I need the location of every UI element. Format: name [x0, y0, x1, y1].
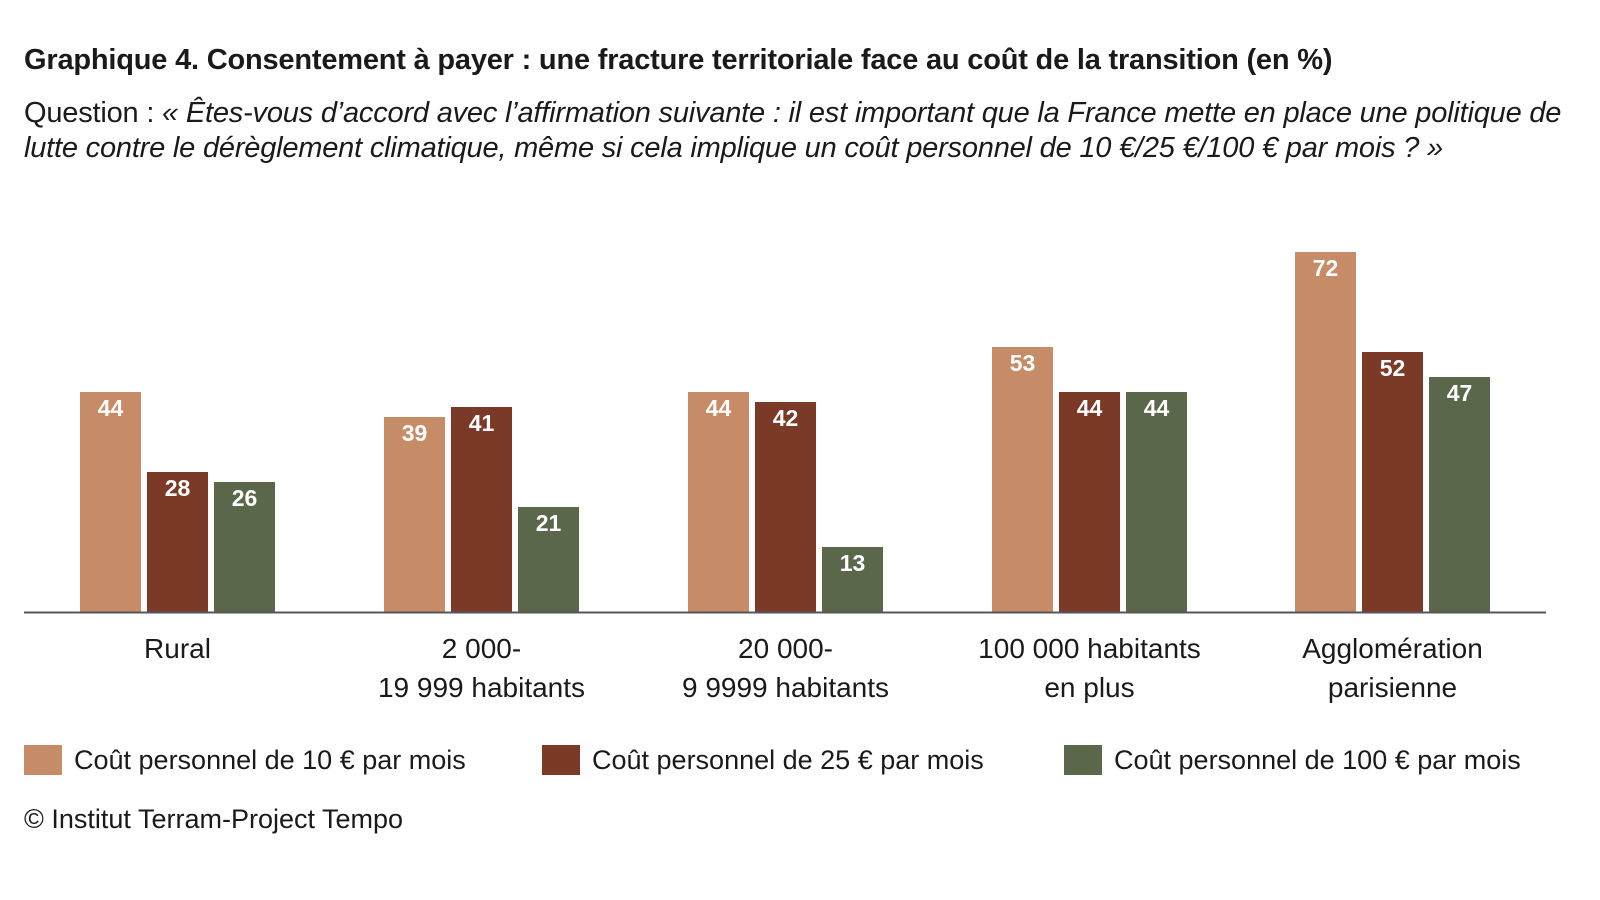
data-label-1-series-1: 44 — [98, 395, 124, 421]
category-label-4-line-2: en plus — [1044, 672, 1134, 703]
legend-swatch-2 — [542, 745, 580, 775]
data-label-3-series-1: 44 — [706, 395, 732, 421]
data-label-5-series-2: 52 — [1380, 355, 1406, 381]
bar-3-series-1 — [688, 392, 749, 612]
source-credit: © Institut Terram-Project Tempo — [24, 804, 404, 834]
data-label-4-series-1: 53 — [1010, 350, 1036, 376]
category-label-2-line-2: 19 999 habitants — [378, 672, 585, 703]
data-label-3-series-2: 42 — [773, 405, 799, 431]
data-label-1-series-2: 28 — [165, 475, 191, 501]
legend-swatch-3 — [1064, 745, 1102, 775]
data-label-1-series-3: 26 — [232, 485, 258, 511]
data-label-5-series-3: 47 — [1447, 380, 1473, 406]
bar-chart: 44 28 26 Rural 39 41 21 2 000- 19 999 habitants 4… — [24, 252, 1546, 703]
data-label-4-series-3: 44 — [1144, 395, 1170, 421]
category-label-5-line-2: parisienne — [1328, 672, 1457, 703]
bar-2-series-1 — [384, 417, 445, 612]
legend-label-3: Coût personnel de 100 € par mois — [1114, 744, 1521, 775]
legend-item-3: Coût personnel de 100 € par mois — [1064, 740, 1521, 780]
question-text: « Êtes-vous d’accord avec l’affirmation … — [24, 97, 1562, 164]
data-label-2-series-1: 39 — [402, 420, 428, 446]
category-label-4-line-1: 100 000 habitants — [978, 633, 1201, 664]
category-label-3-line-1: 20 000- — [738, 633, 833, 664]
data-label-2-series-3: 21 — [536, 510, 562, 536]
bar-4-series-2 — [1059, 392, 1120, 612]
data-label-3-series-3: 13 — [840, 550, 866, 576]
bar-1-series-3 — [214, 482, 275, 612]
category-label-2-line-1: 2 000- — [442, 633, 521, 664]
bar-4-series-3 — [1126, 392, 1187, 612]
bar-4-series-1 — [992, 347, 1053, 612]
chart-title-text: Consentement à payer : une fracture terr… — [206, 44, 1333, 76]
legend-label-1: Coût personnel de 10 € par mois — [74, 744, 466, 775]
bar-3-series-2 — [755, 402, 816, 612]
data-label-2-series-2: 41 — [469, 410, 495, 436]
data-label-5-series-1: 72 — [1313, 255, 1339, 281]
question-label: Question : — [24, 97, 155, 129]
bar-1-series-1 — [80, 392, 141, 612]
bar-5-series-3 — [1429, 377, 1490, 612]
chart-legend: Coût personnel de 10 € par mois Coût pers… — [24, 740, 1574, 780]
bar-2-series-2 — [451, 407, 512, 612]
chart-title-lead: Graphique 4. — [24, 44, 199, 76]
bar-2-series-3 — [518, 507, 579, 612]
legend-item-1: Coût personnel de 10 € par mois — [24, 740, 466, 780]
category-label-3-line-2: 9 9999 habitants — [682, 672, 889, 703]
bar-1-series-2 — [147, 472, 208, 612]
bar-5-series-1 — [1295, 252, 1356, 612]
legend-label-2: Coût personnel de 25 € par mois — [592, 744, 984, 775]
category-label-5-line-1: Agglomération — [1302, 633, 1483, 664]
chart-question: Question : « Êtes-vous d’accord avec l’a… — [24, 96, 1574, 166]
chart-title: Graphique 4. Consentement à payer : une … — [24, 40, 1584, 80]
data-label-4-series-2: 44 — [1077, 395, 1103, 421]
bar-3-series-3 — [822, 547, 883, 612]
category-label-1-line-1: Rural — [144, 633, 211, 664]
legend-item-2: Coût personnel de 25 € par mois — [542, 740, 984, 780]
bar-5-series-2 — [1362, 352, 1423, 612]
legend-swatch-1 — [24, 745, 62, 775]
